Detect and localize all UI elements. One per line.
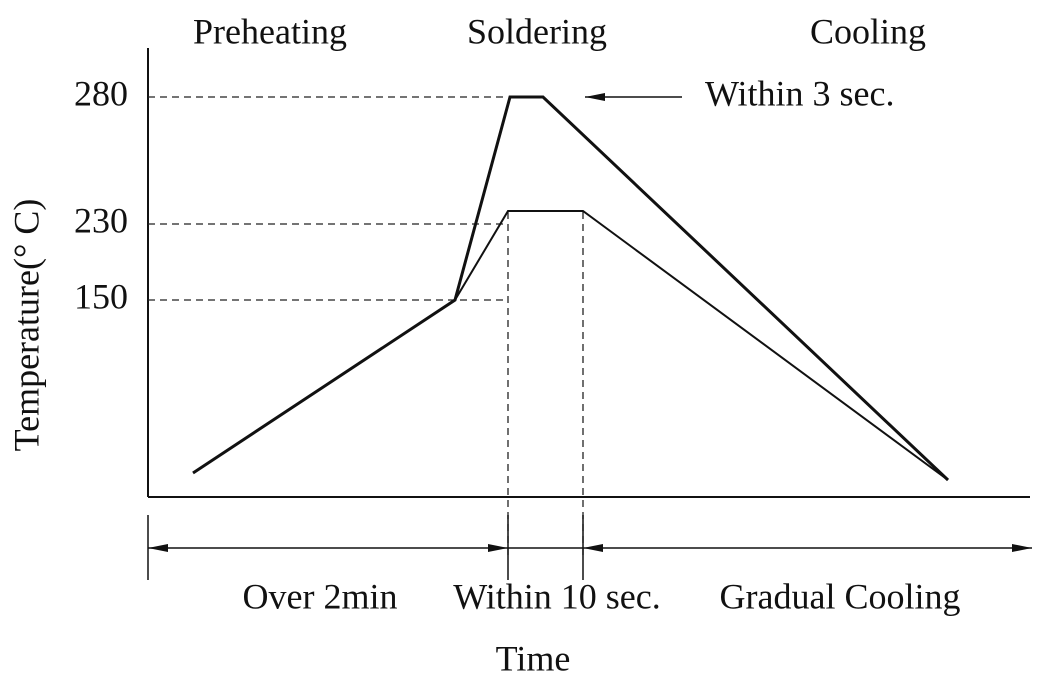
- phase-label: Soldering: [467, 11, 607, 51]
- span-label: Over 2min: [243, 576, 398, 616]
- x-axis-label: Time: [496, 638, 571, 678]
- phase-label: Preheating: [193, 11, 347, 51]
- profile-lower: [454, 210, 949, 481]
- y-axis-label: Temperature(° C): [6, 199, 46, 452]
- y-level-label: 150: [74, 276, 128, 316]
- phase-label: Cooling: [810, 11, 926, 51]
- y-level-label: 230: [74, 200, 128, 240]
- span-label: Gradual Cooling: [720, 576, 961, 616]
- span-label: Within 10 sec.: [453, 576, 661, 616]
- profile-upper: [192, 95, 950, 482]
- annotation: Within 3 sec.: [705, 73, 895, 113]
- y-level-label: 280: [74, 73, 128, 113]
